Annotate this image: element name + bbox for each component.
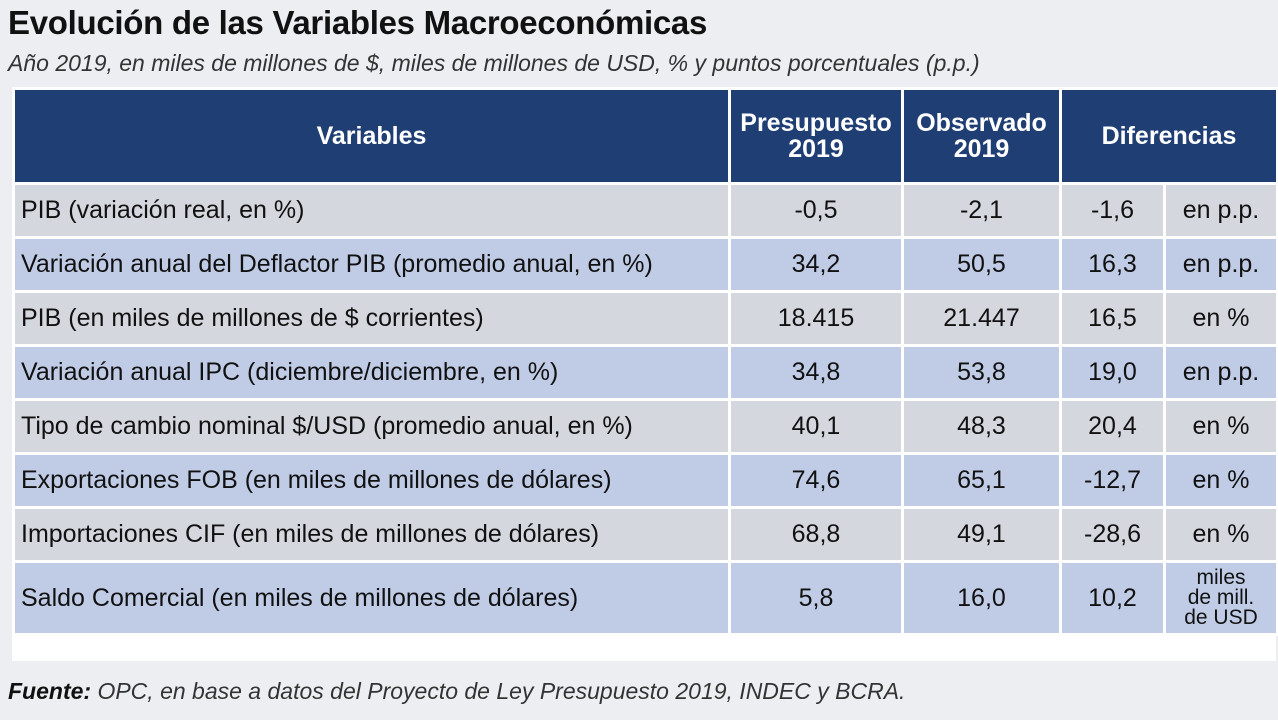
cell-observado: 16,0 (901, 560, 1062, 636)
cell-diferencia: 19,0 (1059, 344, 1166, 401)
table-row: Exportaciones FOB (en miles de millones … (12, 452, 1278, 509)
cell-observado: -2,1 (901, 182, 1062, 239)
cell-presupuesto: 34,2 (728, 236, 904, 293)
cell-unidad: en % (1162, 506, 1278, 563)
cell-variable: Importaciones CIF (en miles de millones … (12, 506, 731, 563)
cell-unidad: en p.p. (1162, 344, 1278, 401)
header-observado-line2: 2019 (953, 135, 1010, 163)
cell-variable: Variación anual IPC (diciembre/diciembre… (12, 344, 731, 401)
cell-unidad-line2: de mill. (1187, 586, 1255, 609)
cell-variable: Saldo Comercial (en miles de millones de… (12, 560, 731, 636)
cell-unidad: en p.p. (1162, 182, 1278, 239)
macro-variables-table: Variables Presupuesto 2019 Observado 201… (12, 87, 1278, 636)
cell-diferencia: -1,6 (1059, 182, 1166, 239)
cell-presupuesto: 5,8 (728, 560, 904, 636)
cell-presupuesto: 68,8 (728, 506, 904, 563)
cell-presupuesto: -0,5 (728, 182, 904, 239)
cell-observado: 49,1 (901, 506, 1062, 563)
table-row: Saldo Comercial (en miles de millones de… (12, 560, 1278, 636)
table-row: PIB (en miles de millones de $ corriente… (12, 290, 1278, 347)
cell-unidad: en % (1162, 290, 1278, 347)
table-row: Variación anual del Deflactor PIB (prome… (12, 236, 1278, 293)
cell-presupuesto: 74,6 (728, 452, 904, 509)
header-observado-line1: Observado (916, 109, 1047, 137)
header-presupuesto: Presupuesto 2019 (728, 87, 904, 185)
page-title: Evolución de las Variables Macroeconómic… (8, 4, 708, 41)
table-header-row: Variables Presupuesto 2019 Observado 201… (12, 87, 1278, 185)
cell-variable: Tipo de cambio nominal $/USD (promedio a… (12, 398, 731, 455)
cell-diferencia: 20,4 (1059, 398, 1166, 455)
cell-observado: 21.447 (901, 290, 1062, 347)
cell-unidad: en % (1162, 398, 1278, 455)
cell-unidad-line1: miles (1196, 566, 1246, 589)
cell-variable: PIB (variación real, en %) (12, 182, 731, 239)
cell-unidad: en % (1162, 452, 1278, 509)
cell-unidad-line3: de USD (1184, 606, 1258, 629)
header-variables: Variables (12, 87, 731, 185)
cell-variable: PIB (en miles de millones de $ corriente… (12, 290, 731, 347)
cell-observado: 48,3 (901, 398, 1062, 455)
page-subtitle: Año 2019, en miles de millones de $, mil… (8, 50, 980, 76)
cell-diferencia: -12,7 (1059, 452, 1166, 509)
cell-variable: Exportaciones FOB (en miles de millones … (12, 452, 731, 509)
cell-observado: 65,1 (901, 452, 1062, 509)
table-row: PIB (variación real, en %) -0,5 -2,1 -1,… (12, 182, 1278, 239)
cell-unidad: en p.p. (1162, 236, 1278, 293)
cell-observado: 50,5 (901, 236, 1062, 293)
source-text: OPC, en base a datos del Proyecto de Ley… (91, 678, 906, 704)
header-observado: Observado 2019 (901, 87, 1062, 185)
cell-observado: 53,8 (901, 344, 1062, 401)
cell-variable: Variación anual del Deflactor PIB (prome… (12, 236, 731, 293)
cell-presupuesto: 40,1 (728, 398, 904, 455)
table-row: Variación anual IPC (diciembre/diciembre… (12, 344, 1278, 401)
source-label: Fuente: (8, 678, 92, 704)
source-note: Fuente: OPC, en base a datos del Proyect… (8, 678, 905, 705)
table-row: Importaciones CIF (en miles de millones … (12, 506, 1278, 563)
cell-diferencia: 16,3 (1059, 236, 1166, 293)
macro-table-container: Variables Presupuesto 2019 Observado 201… (12, 87, 1278, 661)
cell-presupuesto: 34,8 (728, 344, 904, 401)
table-row: Tipo de cambio nominal $/USD (promedio a… (12, 398, 1278, 455)
header-presupuesto-line2: 2019 (788, 135, 844, 163)
header-diferencias: Diferencias (1058, 87, 1278, 185)
header-presupuesto-line1: Presupuesto (740, 109, 892, 137)
cell-diferencia: -28,6 (1059, 506, 1166, 563)
cell-diferencia: 16,5 (1059, 290, 1166, 347)
cell-diferencia: 10,2 (1059, 560, 1166, 636)
cell-presupuesto: 18.415 (728, 290, 904, 347)
cell-unidad: miles de mill. de USD (1162, 560, 1278, 636)
